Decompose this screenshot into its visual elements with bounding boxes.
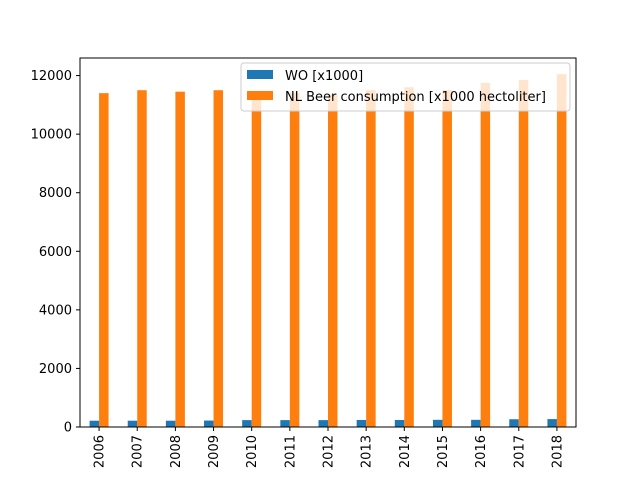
x-axis: 2006 2007 2008 2009 2010 2011 2012 2013 2014 2015…: [93, 427, 565, 468]
x-tick-label: 2014: [398, 435, 413, 468]
bars-group: [89, 74, 567, 428]
y-tick-label: 2000: [39, 362, 72, 377]
bar-beer-2016: [480, 82, 491, 428]
y-axis: 0 2000 4000 6000 8000 10000 12000: [31, 69, 80, 436]
bar-beer-2017: [518, 79, 529, 427]
bar-wo-2010: [242, 420, 252, 427]
bar-wo-2006: [89, 420, 100, 427]
x-tick-label: 2011: [283, 435, 298, 468]
bar-wo-2017: [509, 419, 519, 427]
bar-wo-2014: [394, 419, 405, 427]
bar-beer-2014: [404, 87, 414, 428]
x-tick-label: 2012: [322, 435, 337, 468]
x-tick-label: 2007: [131, 435, 146, 468]
bar-beer-2012: [328, 94, 338, 427]
bar-wo-2012: [318, 420, 328, 427]
bar-beer-2010: [251, 94, 262, 427]
bar-beer-2006: [99, 93, 109, 428]
plot-frame: [79, 57, 577, 428]
x-tick-label: 2010: [245, 435, 260, 468]
x-tick-label: 2013: [360, 435, 375, 468]
y-tick-label: 4000: [39, 303, 72, 318]
legend-swatch-wo: [247, 70, 273, 79]
bar-beer-2007: [137, 90, 147, 427]
y-tick-label: 0: [64, 421, 72, 436]
x-tick-label: 2018: [550, 435, 565, 468]
legend-swatch-beer: [247, 91, 273, 100]
x-tick-label: 2008: [169, 435, 184, 468]
y-tick-label: 8000: [39, 186, 72, 201]
bar-beer-2008: [175, 91, 185, 427]
legend: WO [x1000] NL Beer consumption [x1000 he…: [240, 62, 571, 112]
x-tick-label: 2009: [207, 435, 222, 468]
bar-wo-2015: [432, 419, 443, 427]
legend-frame: [240, 62, 571, 112]
bar-beer-2013: [366, 90, 376, 427]
bar-wo-2016: [471, 419, 481, 427]
bar-beer-2009: [213, 90, 224, 427]
y-tick-label: 10000: [31, 128, 72, 143]
bar-wo-2007: [127, 420, 138, 427]
bar-wo-2013: [356, 419, 367, 427]
bar-wo-2018: [547, 419, 557, 427]
bar-beer-2011: [289, 93, 300, 428]
y-tick-label: 12000: [31, 69, 72, 84]
x-tick-label: 2015: [436, 435, 451, 468]
y-tick-label: 6000: [39, 245, 72, 260]
bar-wo-2011: [280, 420, 290, 427]
bar-beer-2018: [556, 74, 567, 427]
x-tick-label: 2016: [474, 435, 489, 468]
legend-label-wo: WO [x1000]: [285, 69, 363, 84]
bar-wo-2009: [204, 420, 214, 427]
x-tick-label: 2006: [93, 435, 108, 468]
bar-beer-2015: [442, 90, 452, 427]
legend-label-beer: NL Beer consumption [x1000 hectoliter]: [285, 90, 546, 105]
bar-wo-2008: [165, 420, 176, 427]
x-tick-label: 2017: [512, 435, 527, 468]
